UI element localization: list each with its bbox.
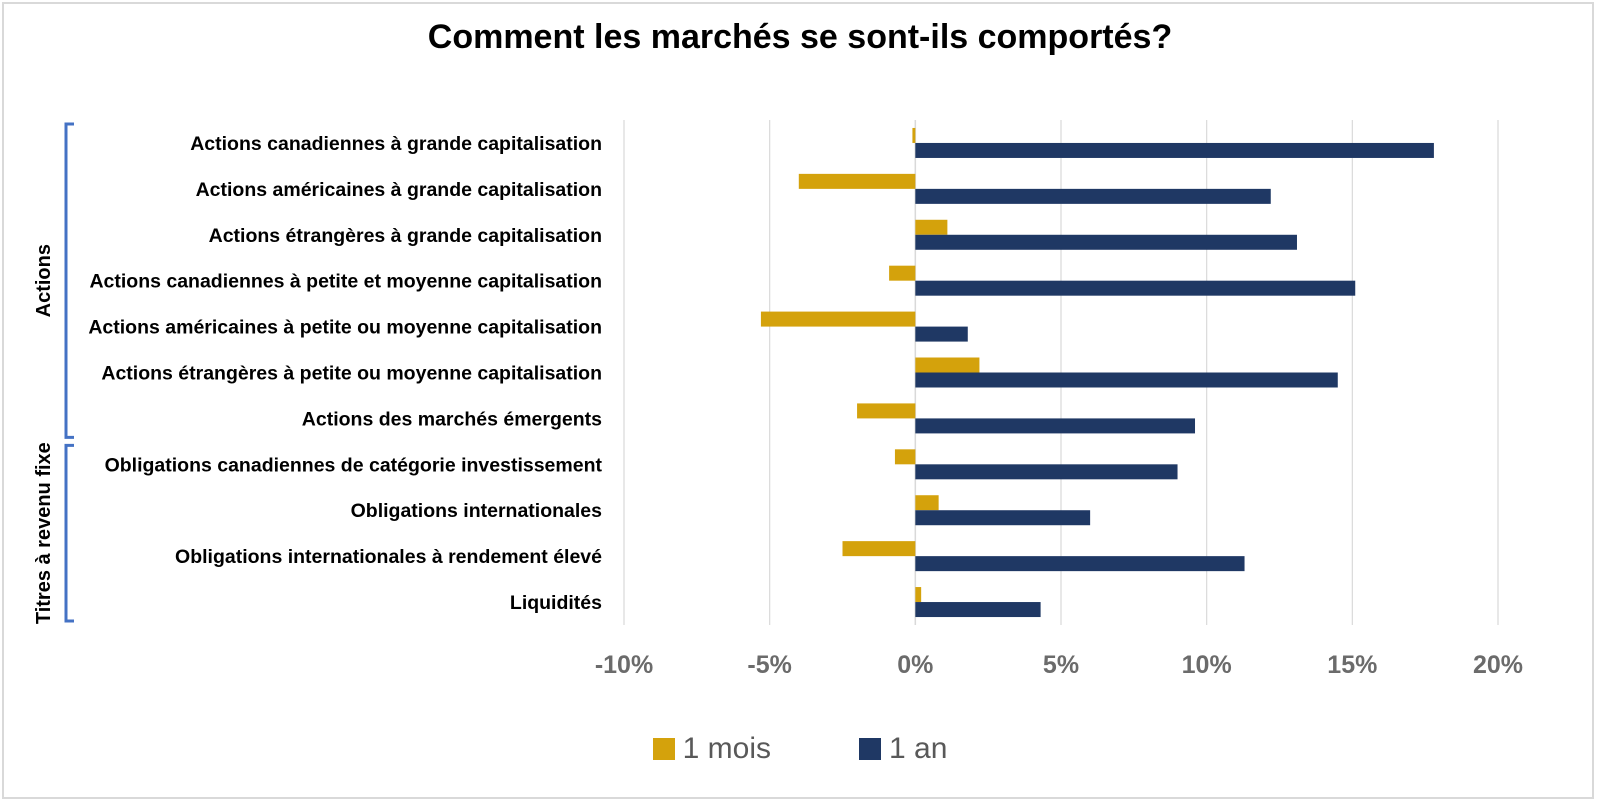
x-tick-label-3: 5% — [1043, 651, 1079, 679]
legend-swatch-1-an — [858, 738, 881, 760]
category-label-5: Actions étrangères à petite ou moyenne c… — [101, 363, 602, 385]
bar-1-an-8 — [915, 510, 1091, 526]
bar-1-an-7 — [915, 464, 1178, 480]
bar-1-mois-9 — [842, 541, 916, 557]
x-tick-label-4: 10% — [1182, 651, 1232, 679]
bar-1-an-1 — [915, 188, 1271, 204]
x-tick-labels: -10% -5% 0% 5% 10% 15% 20% — [595, 651, 1523, 679]
bars — [760, 127, 1434, 618]
legend-item-1-an: 1 an — [858, 732, 948, 766]
bar-1-an-5 — [915, 372, 1338, 388]
chart-title: Comment les marchés se sont-ils comporté… — [427, 18, 1173, 56]
bar-1-mois-5 — [915, 357, 980, 373]
x-tick-label-2: 0% — [897, 651, 933, 679]
category-label-9: Obligations internationales à rendement … — [175, 546, 602, 568]
bar-1-an-6 — [915, 418, 1196, 434]
x-tick-label-0: -10% — [595, 651, 653, 679]
legend: 1 mois 1 an — [0, 732, 1600, 766]
bar-1-mois-10 — [915, 587, 922, 603]
legend-swatch-1-mois — [652, 738, 675, 760]
category-label-8: Obligations internationales — [351, 500, 603, 522]
bar-1-an-10 — [915, 602, 1041, 618]
bar-1-an-2 — [915, 234, 1297, 250]
category-label-7: Obligations canadiennes de catégorie inv… — [105, 454, 603, 476]
category-label-0: Actions canadiennes à grande capitalisat… — [190, 133, 602, 155]
bar-1-mois-7 — [894, 449, 916, 465]
category-label-3: Actions canadiennes à petite et moyenne … — [89, 271, 602, 293]
group-brackets: Actions Titres à revenu fixe — [33, 122, 74, 624]
category-label-1: Actions américaines à grande capitalisat… — [196, 179, 602, 201]
x-tick-label-1: -5% — [747, 651, 791, 679]
category-label-10: Liquidités — [510, 592, 602, 614]
bar-1-mois-6 — [857, 403, 916, 419]
legend-label-1-an: 1 an — [888, 732, 948, 765]
group-label-0: Actions — [33, 244, 55, 317]
legend-label-1-mois: 1 mois — [682, 732, 771, 765]
category-labels: Actions canadiennes à grande capitalisat… — [88, 133, 602, 614]
bar-1-mois-4 — [760, 311, 916, 327]
bar-1-mois-2 — [915, 219, 948, 235]
x-tick-label-6: 20% — [1473, 651, 1523, 679]
category-label-2: Actions étrangères à grande capitalisati… — [209, 225, 602, 247]
bar-1-mois-1 — [798, 173, 916, 189]
bar-1-an-9 — [915, 556, 1245, 572]
legend-item-1-mois: 1 mois — [652, 732, 771, 766]
x-tick-label-5: 15% — [1327, 651, 1377, 679]
bar-1-mois-3 — [889, 265, 916, 281]
bar-1-an-3 — [915, 280, 1356, 296]
category-label-6: Actions des marchés émergents — [302, 408, 602, 430]
bar-1-an-0 — [915, 142, 1434, 158]
bar-1-mois-0 — [912, 127, 916, 143]
group-bracket-0 — [64, 122, 74, 439]
group-label-1: Titres à revenu fixe — [33, 442, 55, 624]
group-bracket-1 — [64, 443, 74, 623]
bar-1-mois-8 — [915, 495, 939, 511]
bar-1-an-4 — [915, 326, 968, 342]
category-label-4: Actions américaines à petite ou moyenne … — [88, 317, 602, 339]
